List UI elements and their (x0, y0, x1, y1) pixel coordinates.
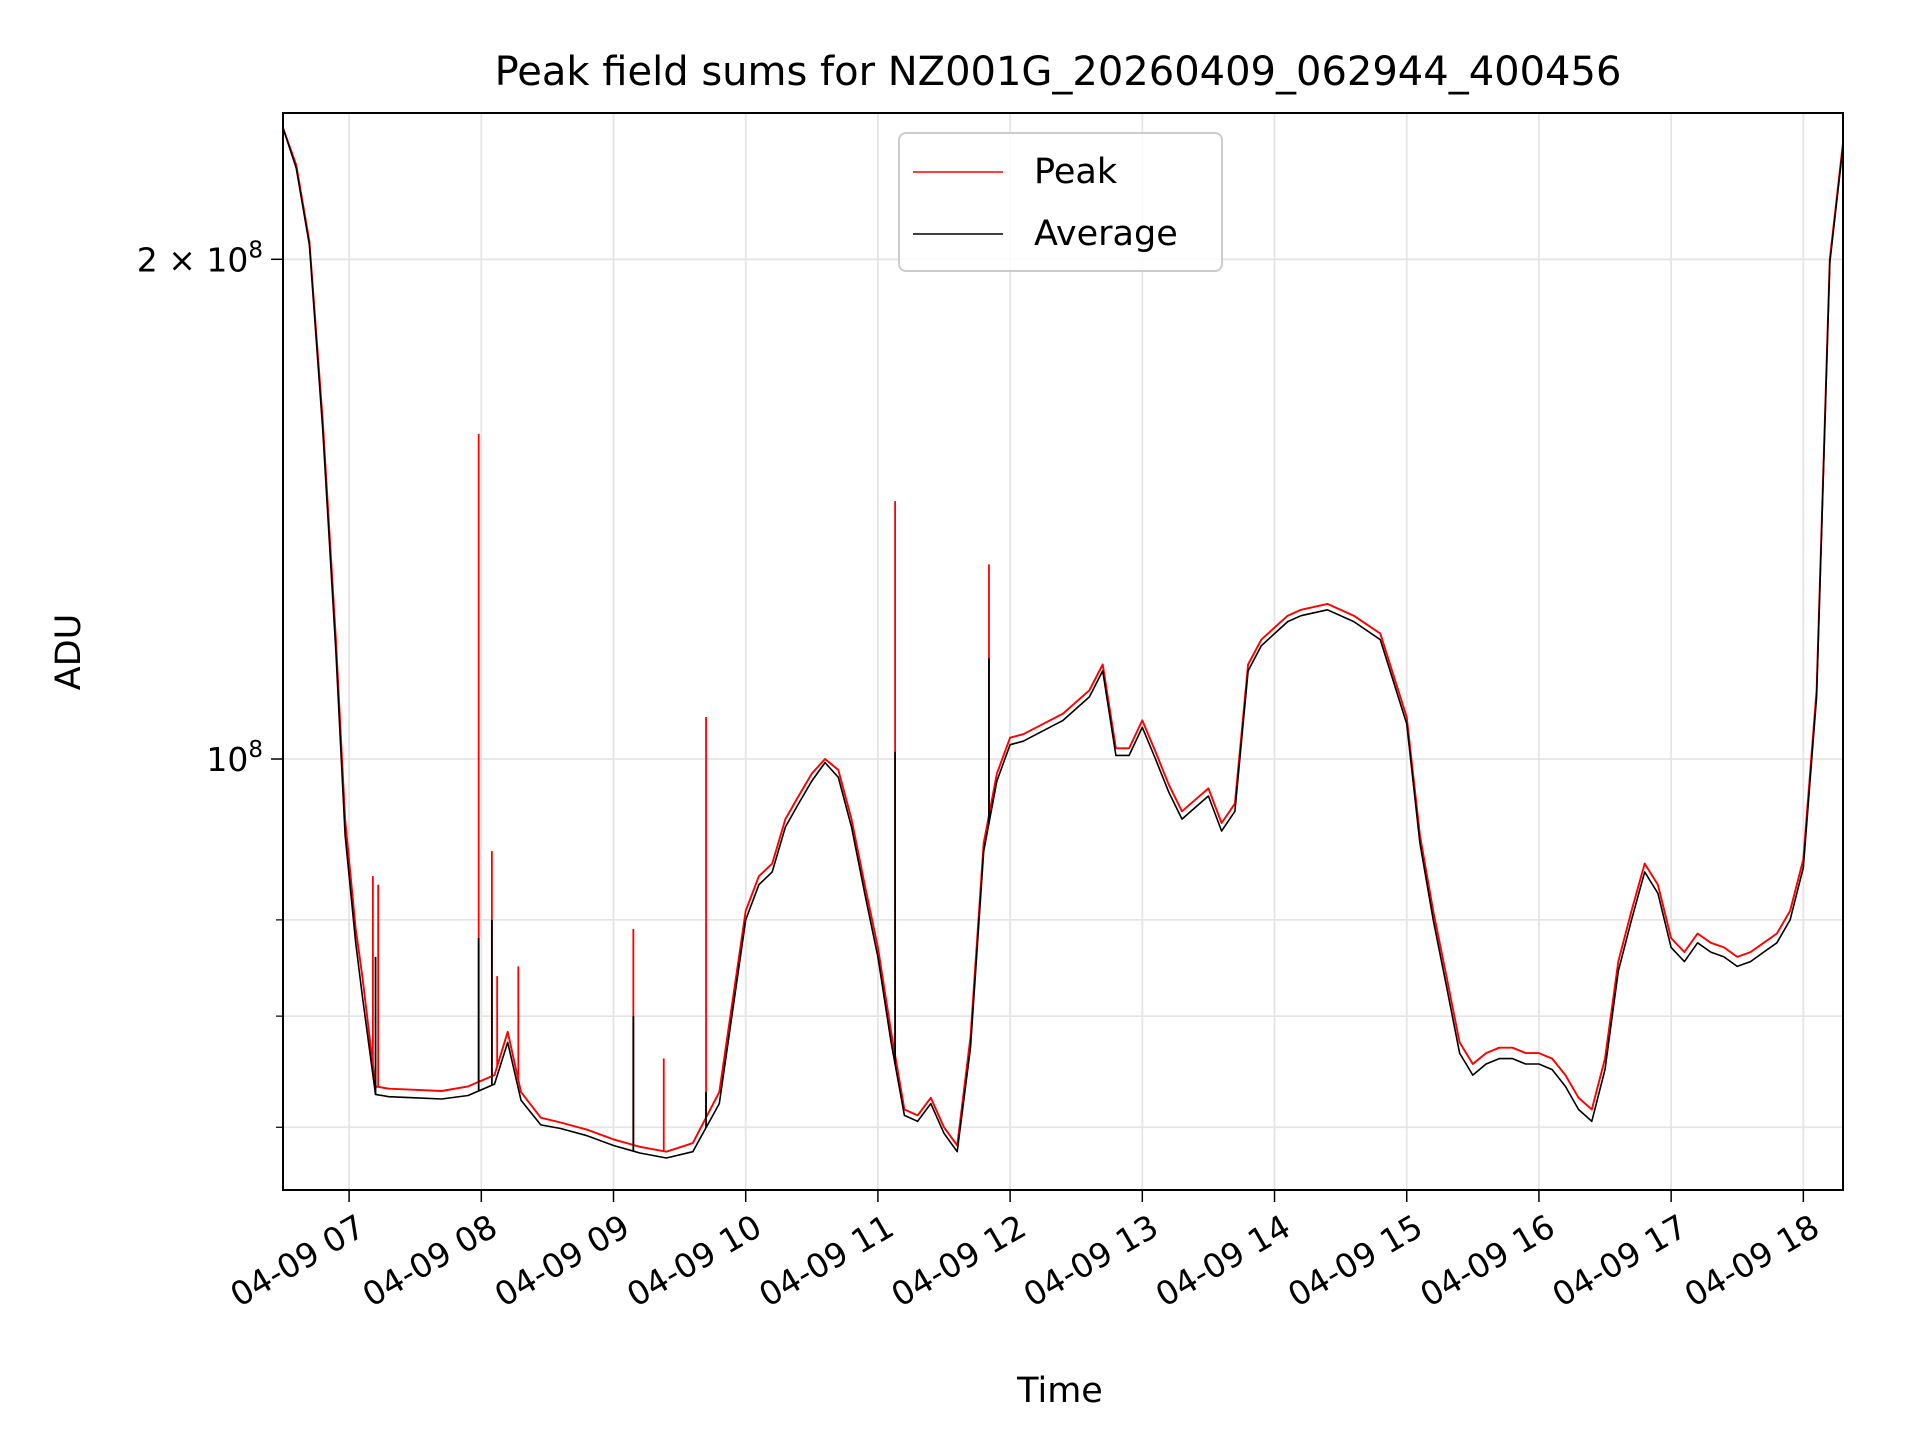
peak-series-line (283, 127, 1843, 1153)
chart-title: Peak field sums for NZ001G_20260409_0629… (495, 49, 1622, 95)
y-axis-ticks: 108 2 × 108 (137, 237, 283, 1128)
y-tick-label: 108 (206, 737, 263, 779)
x-axis-label: Time (1016, 1371, 1103, 1411)
plot-frame (282, 112, 1844, 1191)
legend-peak-label: Peak (1034, 152, 1118, 192)
y-axis-label: ADU (49, 614, 89, 691)
legend-box (898, 132, 1223, 272)
legend-average-label: Average (1034, 214, 1178, 254)
average-series-line (283, 127, 1843, 1159)
legend: Peak Average (898, 132, 1223, 272)
y-tick-label: 2 × 108 (137, 237, 263, 279)
series-layer (283, 127, 1843, 1159)
